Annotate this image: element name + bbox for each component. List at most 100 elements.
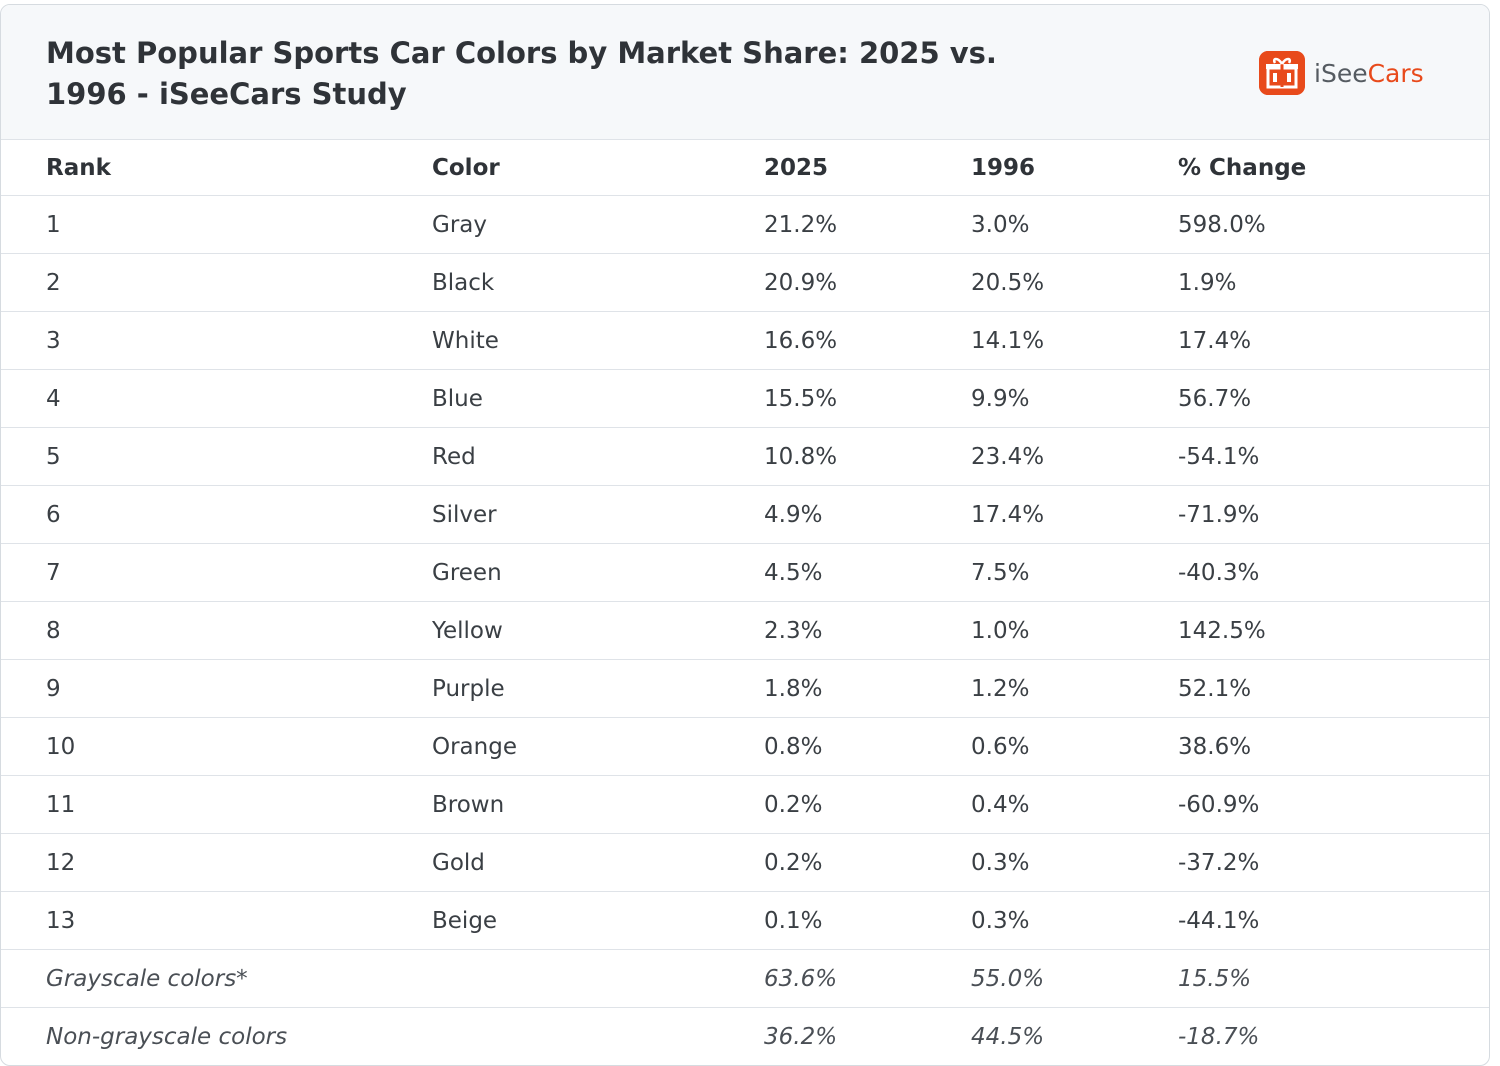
cell-2025: 21.2% [764, 195, 971, 254]
cell-change: -37.2% [1178, 833, 1489, 892]
cell-change: 52.1% [1178, 659, 1489, 718]
logo-text-suffix: Cars [1367, 58, 1424, 88]
table-row: 1 Gray 21.2% 3.0% 598.0% [1, 195, 1489, 254]
cell-empty [432, 1008, 764, 1066]
table-row: 8 Yellow 2.3% 1.0% 142.5% [1, 601, 1489, 660]
column-header-color: Color [432, 140, 764, 196]
cell-color: Gray [432, 195, 764, 254]
table-header: Most Popular Sports Car Colors by Market… [1, 5, 1489, 140]
table-row: 10 Orange 0.8% 0.6% 38.6% [1, 717, 1489, 776]
cell-rank: 4 [1, 369, 432, 428]
cell-change: -54.1% [1178, 427, 1489, 486]
cell-1996: 1.2% [971, 659, 1178, 718]
table-row: 4 Blue 15.5% 9.9% 56.7% [1, 369, 1489, 428]
cell-change: 38.6% [1178, 717, 1489, 776]
table-row: 5 Red 10.8% 23.4% -54.1% [1, 427, 1489, 486]
column-header-change: % Change [1178, 140, 1489, 196]
cell-2025: 15.5% [764, 369, 971, 428]
cell-1996: 0.3% [971, 891, 1178, 950]
cell-1996: 44.5% [971, 1023, 1045, 1050]
table-body: 1 Gray 21.2% 3.0% 598.0% 2 Black 20.9% 20.5% 1.9%… [1, 195, 1489, 1066]
table-row: 12 Gold 0.2% 0.3% -37.2% [1, 833, 1489, 892]
cell-color: Beige [432, 891, 764, 950]
page-title: Most Popular Sports Car Colors by Market… [46, 36, 997, 111]
cell-1996: 14.1% [971, 311, 1178, 370]
cell-rank: 2 [1, 253, 432, 312]
cell-2025: 36.2% [764, 1023, 838, 1050]
cell-1996: 23.4% [971, 427, 1178, 486]
cell-1996: 1.0% [971, 601, 1178, 660]
cell-1996: 0.6% [971, 717, 1178, 776]
cell-empty [432, 949, 764, 1008]
cell-rank: 5 [1, 427, 432, 486]
cell-rank: 12 [1, 833, 432, 892]
cell-2025: 0.2% [764, 775, 971, 834]
summary-row: Non-grayscale colors 36.2% 44.5% -18.7% [1, 1008, 1489, 1066]
cell-2025: 4.5% [764, 543, 971, 602]
cell-change: -71.9% [1178, 485, 1489, 544]
cell-rank: 10 [1, 717, 432, 776]
column-header-2025: 2025 [764, 140, 971, 196]
cell-2025: 63.6% [764, 949, 971, 1008]
table-row: 7 Green 4.5% 7.5% -40.3% [1, 543, 1489, 602]
table-row: 9 Purple 1.8% 1.2% 52.1% [1, 659, 1489, 718]
table-row: 3 White 16.6% 14.1% 17.4% [1, 311, 1489, 370]
cell-color: Brown [432, 775, 764, 834]
cell-1996: 9.9% [971, 369, 1178, 428]
cell-1996: 7.5% [971, 543, 1178, 602]
cell-change: -40.3% [1178, 543, 1489, 602]
cell-rank: 11 [1, 775, 432, 834]
cell-1996: 55.0% [971, 949, 1178, 1008]
cell-color: Silver [432, 485, 764, 544]
car-gift-icon [1259, 51, 1305, 95]
cell-rank: 6 [1, 485, 432, 544]
cell-change: -18.7% [1178, 1023, 1260, 1050]
cell-color: Red [432, 427, 764, 486]
table-row: 2 Black 20.9% 20.5% 1.9% [1, 253, 1489, 312]
cell-change: -44.1% [1178, 891, 1489, 950]
cell-change: 598.0% [1178, 195, 1489, 254]
table-row: 11 Brown 0.2% 0.4% -60.9% [1, 775, 1489, 834]
logo-text: iSeeCars [1314, 59, 1424, 88]
cell-rank: 13 [1, 891, 432, 950]
cell-change: 56.7% [1178, 369, 1489, 428]
cell-rank: 8 [1, 601, 432, 660]
cell-rank: 3 [1, 311, 432, 370]
cell-color: White [432, 311, 764, 370]
logo-text-prefix: iSee [1314, 58, 1368, 88]
cell-color: Gold [432, 833, 764, 892]
cell-color: Green [432, 543, 764, 602]
cell-rank: 9 [1, 659, 432, 718]
cell-2025: 0.1% [764, 891, 971, 950]
cell-1996: 20.5% [971, 253, 1178, 312]
cell-2025: 0.8% [764, 717, 971, 776]
car-colors-table: Rank Color 2025 1996 % Change 1 Gray 21.2%… [1, 140, 1489, 1065]
cell-change: -60.9% [1178, 775, 1489, 834]
cell-color: Yellow [432, 601, 764, 660]
cell-2025: 1.8% [764, 659, 971, 718]
cell-2025: 4.9% [764, 485, 971, 544]
cell-change: 17.4% [1178, 311, 1489, 370]
cell-1996: 3.0% [971, 195, 1178, 254]
column-header-1996: 1996 [971, 140, 1178, 196]
cell-change: 1.9% [1178, 253, 1489, 312]
column-header-rank: Rank [1, 140, 432, 196]
cell-1996: 17.4% [971, 485, 1178, 544]
cell-change: 15.5% [1178, 949, 1489, 1008]
cell-change: 142.5% [1178, 601, 1489, 660]
cell-2025: 10.8% [764, 427, 971, 486]
cell-color: Blue [432, 369, 764, 428]
cell-2025: 16.6% [764, 311, 971, 370]
table-header-row: Rank Color 2025 1996 % Change [1, 140, 1489, 196]
cell-2025: 0.2% [764, 833, 971, 892]
table-card: Most Popular Sports Car Colors by Market… [0, 4, 1490, 1066]
cell-summary-label: Grayscale colors* [1, 949, 432, 1008]
cell-1996: 0.4% [971, 775, 1178, 834]
cell-summary-label: Non-grayscale colors [46, 1023, 288, 1050]
cell-rank: 7 [1, 543, 432, 602]
cell-color: Black [432, 253, 764, 312]
table-row: 13 Beige 0.1% 0.3% -44.1% [1, 891, 1489, 950]
cell-2025: 20.9% [764, 253, 971, 312]
cell-rank: 1 [1, 195, 432, 254]
iseecars-logo[interactable]: iSeeCars [1259, 51, 1424, 95]
